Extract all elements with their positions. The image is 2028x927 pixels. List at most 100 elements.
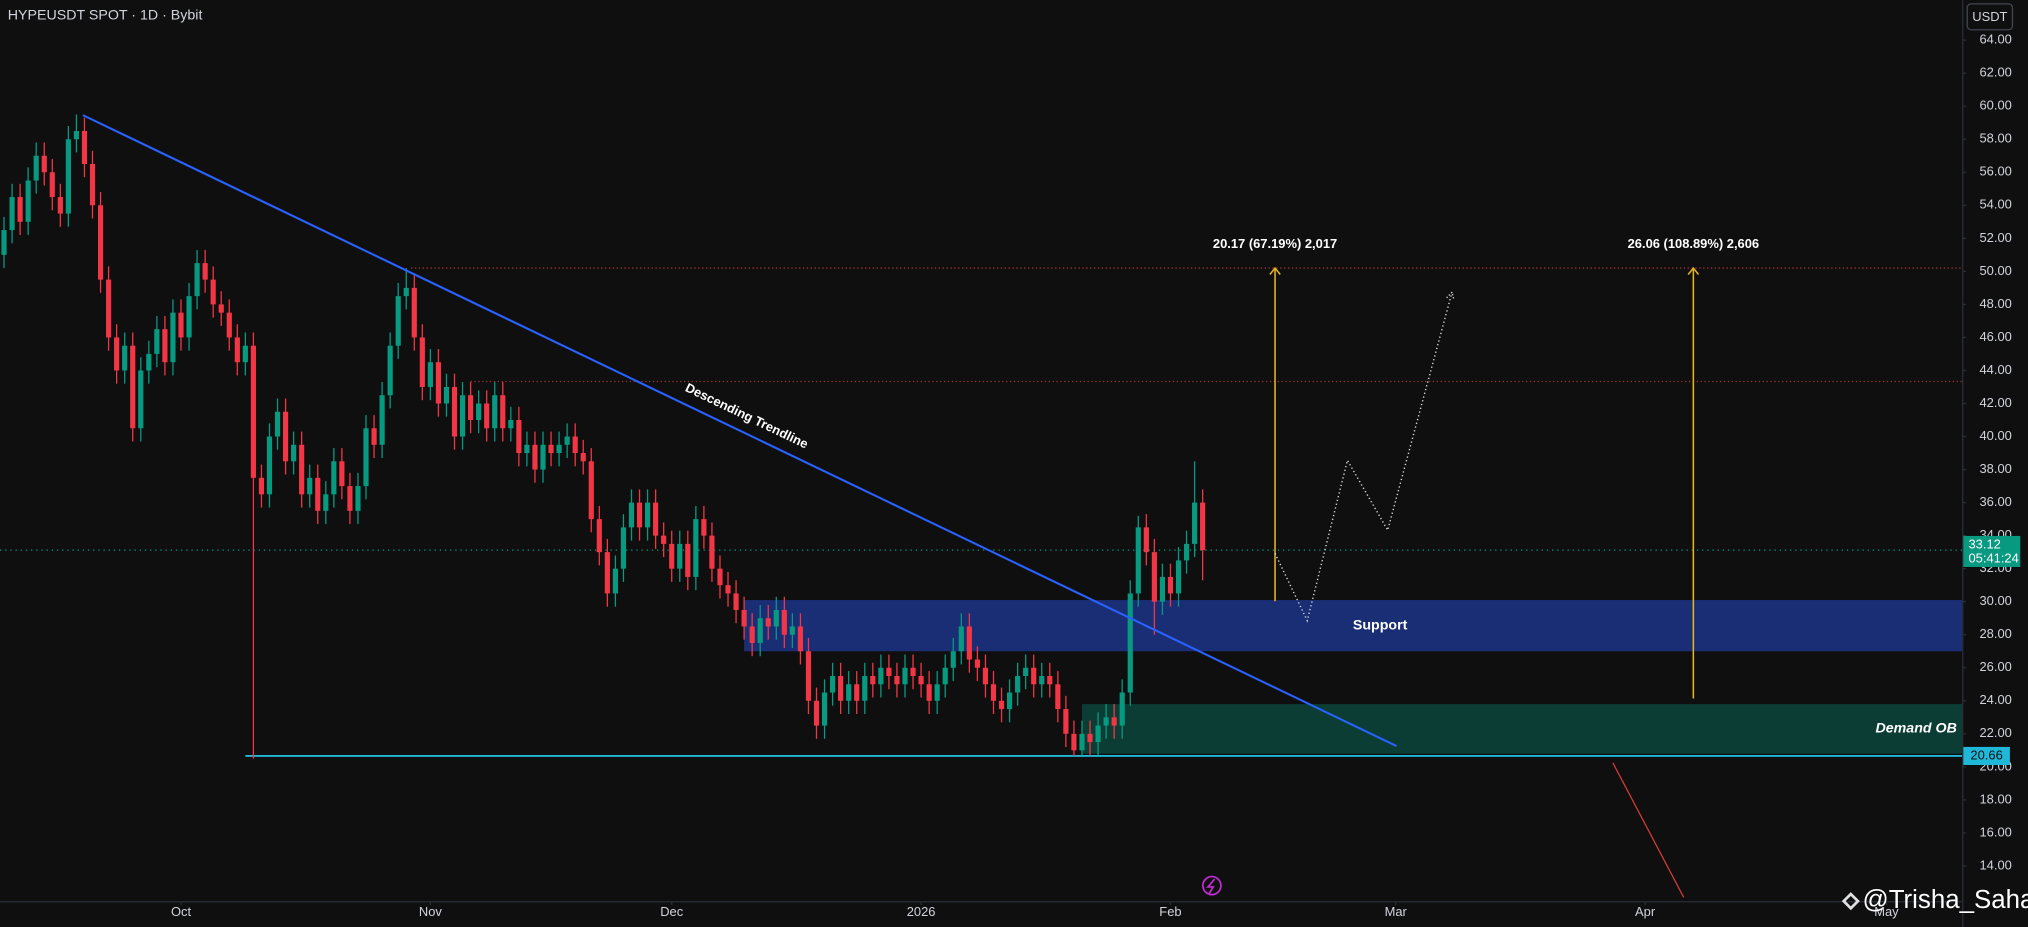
candle-body [644, 502, 651, 528]
candle-body [1039, 676, 1045, 685]
levels [0, 267, 1963, 757]
y-tick-label: 14.00 [1979, 857, 2011, 872]
candles [1, 114, 1206, 759]
x-tick-label: Apr [1635, 904, 1656, 919]
candle-body [942, 667, 948, 685]
candle-body [250, 345, 256, 478]
candle-body [838, 676, 844, 701]
candle-body [677, 543, 683, 569]
x-tick-label: Feb [1159, 904, 1181, 919]
candle-body [323, 494, 329, 511]
watermark: @Trisha_Saha [1862, 886, 2028, 914]
candle-body [878, 667, 884, 685]
candle-body [805, 651, 812, 701]
arrow-head [1269, 266, 1281, 276]
candle-body [387, 345, 393, 396]
candle-body [307, 477, 313, 495]
y-tick-label: 40.00 [1979, 428, 2011, 443]
y-tick-label: 18.00 [1979, 791, 2011, 806]
y-tick-label: 38.00 [1979, 461, 2011, 476]
candle-body [1192, 502, 1198, 544]
candle-body [1023, 667, 1029, 677]
candle-body [821, 692, 828, 726]
candle-body [97, 205, 104, 280]
zone-label: Support [1353, 617, 1408, 633]
candle-body [813, 700, 820, 726]
candle-body [1079, 733, 1085, 751]
candle-body [1151, 552, 1157, 602]
candle-body [733, 593, 739, 610]
y-tick-label: 46.00 [1979, 329, 2011, 344]
candle-body [194, 263, 200, 297]
candle-body [830, 676, 836, 693]
currency-button[interactable] [1966, 3, 2014, 31]
candle-body [371, 428, 377, 445]
y-tick-label: 50.00 [1979, 263, 2011, 278]
candle-body [226, 312, 232, 338]
candle-body [258, 477, 265, 495]
candle-body [459, 395, 466, 437]
candle-body [612, 568, 618, 594]
candle-body [966, 626, 972, 660]
candle-body [1047, 676, 1053, 685]
candle-body [870, 676, 876, 685]
candle-body [492, 395, 498, 429]
candle-body [918, 676, 924, 685]
candle-body [1167, 576, 1174, 594]
candle-body [1111, 717, 1117, 726]
candle-body [653, 502, 659, 536]
candle-body [1055, 684, 1061, 710]
candle-body [355, 486, 361, 511]
candle-body [982, 667, 989, 685]
y-tick-label: 48.00 [1979, 296, 2011, 311]
x-tick-label: Mar [1385, 904, 1408, 919]
candle-body [49, 172, 55, 198]
candle-body [154, 329, 160, 354]
candle-body [926, 684, 932, 701]
candle-body [468, 395, 474, 421]
x-tick-label: Dec [660, 904, 684, 919]
candle-body [757, 618, 763, 643]
candle-body [749, 626, 755, 643]
y-tick-label: 44.00 [1979, 362, 2011, 377]
candle-body [315, 477, 321, 511]
y-tick-label: 62.00 [1979, 65, 2011, 80]
candle-body [725, 585, 731, 594]
candle-body [347, 486, 353, 511]
candle-body [242, 345, 248, 363]
candle-body [1071, 733, 1077, 751]
measure-label: 26.06 (108.89%) 2,606 [1628, 236, 1760, 251]
lightning-icon [1201, 875, 1222, 896]
y-tick-label: 30.00 [1979, 593, 2011, 608]
candle-body [717, 568, 723, 586]
y-tick-label: 42.00 [1979, 395, 2011, 410]
candle-body [846, 684, 852, 701]
candle-body [1127, 593, 1133, 693]
candle-body [9, 197, 15, 231]
candle-body [548, 444, 554, 454]
candle-body [797, 626, 804, 652]
candle-body [130, 345, 136, 429]
candle-body [500, 395, 506, 429]
candle-body [25, 180, 31, 222]
candle-body [210, 279, 216, 305]
candle-body [998, 700, 1005, 710]
candle-body [1200, 502, 1206, 551]
candle-body [620, 527, 627, 569]
watermark-logo [1841, 892, 1860, 911]
candle-body [572, 436, 578, 454]
candle-body [331, 461, 337, 495]
currency[interactable]: USDT [1972, 9, 2007, 24]
candle-body [33, 155, 39, 181]
candle-body [628, 502, 635, 528]
candle-body [484, 403, 490, 429]
candle-body [588, 461, 594, 520]
candle-body [1119, 692, 1125, 726]
zone [744, 600, 1963, 652]
candle-body [73, 130, 80, 140]
y-tick-label: 24.00 [1979, 692, 2011, 707]
candle-body [114, 337, 120, 371]
candle-body [661, 535, 667, 544]
candle-body [178, 312, 184, 338]
